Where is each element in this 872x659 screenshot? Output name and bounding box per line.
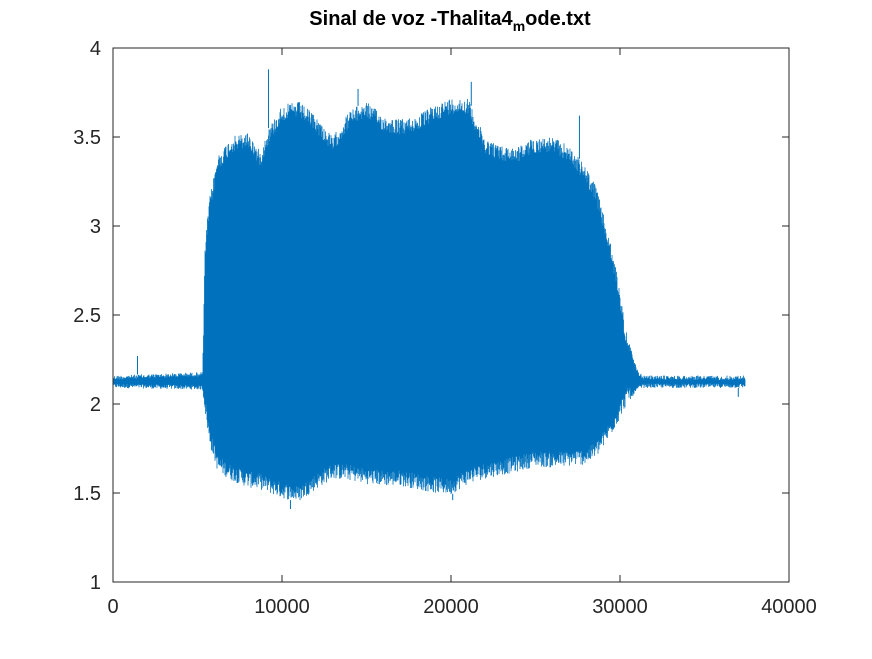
x-tick-label: 0	[107, 596, 118, 618]
chart-title-prefix: Sinal de voz -Thalita4	[309, 8, 513, 30]
y-tick-label: 1.5	[73, 483, 101, 505]
chart-title: Sinal de voz -Thalita4mode.txt	[309, 8, 591, 34]
plot-area	[112, 69, 746, 510]
y-tick-label: 3.5	[73, 127, 101, 149]
y-tick-label: 2.5	[73, 305, 101, 327]
y-tick-label: 3	[90, 216, 101, 238]
y-tick-label: 2	[90, 394, 101, 416]
chart-title-suffix: ode.txt	[525, 8, 591, 30]
x-tick-label: 40000	[761, 596, 817, 618]
x-tick-label: 10000	[254, 596, 310, 618]
chart-title-subscript: m	[513, 18, 525, 34]
x-tick-label: 30000	[592, 596, 648, 618]
y-tick-label: 4	[90, 38, 101, 60]
axes: 0 10000 20000 30000 40000 1 1.5 2 2.5 3 3.5 4	[73, 38, 817, 618]
y-tick-label: 1	[90, 572, 101, 594]
x-tick-label: 20000	[423, 596, 479, 618]
